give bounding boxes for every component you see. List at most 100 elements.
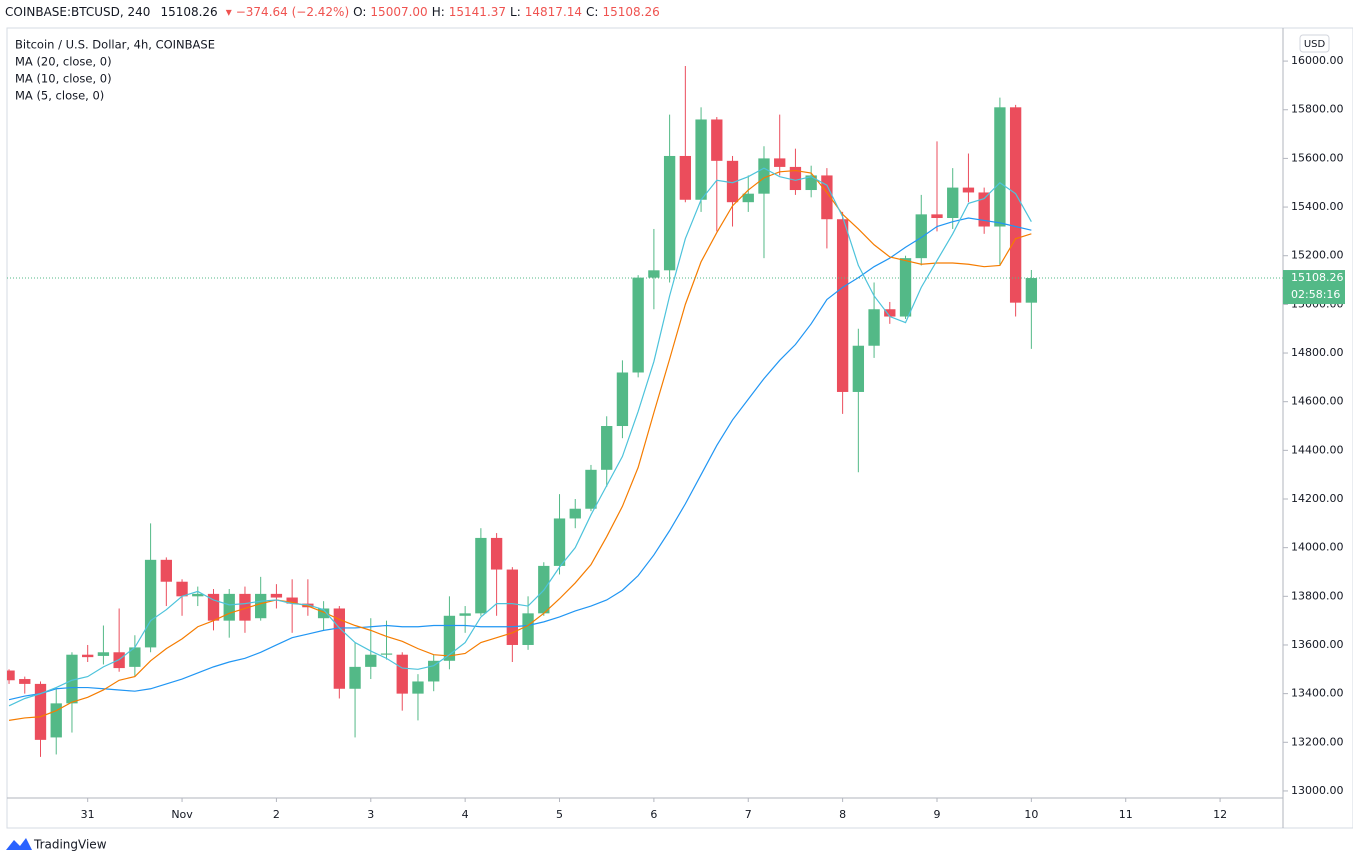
candle-body — [50, 703, 62, 738]
candle-body — [947, 187, 959, 219]
x-tick-label: 6 — [650, 808, 657, 821]
candle-body — [333, 608, 345, 689]
candle-body — [396, 654, 408, 694]
change: −374.64 (−2.42%) — [235, 5, 350, 19]
candle-body — [443, 615, 456, 661]
x-tick-label: 8 — [839, 808, 846, 821]
symbol[interactable]: COINBASE:BTCUSD, 240 — [5, 5, 151, 19]
brand[interactable]: TradingView — [33, 838, 107, 852]
y-tick-label: 15400.00 — [1291, 200, 1344, 213]
candle-body — [176, 581, 188, 597]
candle-body — [884, 309, 896, 317]
close-value: 15108.26 — [602, 5, 660, 19]
x-tick-label: 11 — [1119, 808, 1133, 821]
candle-body — [915, 214, 927, 259]
candle-body — [286, 597, 298, 604]
y-tick-label: 13000.00 — [1291, 784, 1344, 797]
candle-body — [490, 537, 503, 570]
open-label: O: — [353, 5, 367, 19]
ma-line — [8, 169, 1032, 721]
brand-icon[interactable] — [6, 838, 32, 850]
candle-body — [144, 559, 157, 648]
candle-body — [129, 647, 141, 667]
last-price: 15108.26 — [160, 5, 218, 19]
symbol-header: COINBASE:BTCUSD, 240 15108.26 ▾ −374.64 … — [5, 5, 660, 23]
candle-body — [365, 654, 377, 667]
candle-body — [758, 158, 770, 194]
candle-body — [349, 666, 361, 689]
candle-body — [506, 569, 518, 645]
candle-body — [66, 654, 78, 704]
x-tick-label: Nov — [171, 808, 193, 821]
low-value: 14817.14 — [524, 5, 583, 19]
y-tick-label: 16000.00 — [1291, 54, 1344, 67]
y-tick-label: 13200.00 — [1291, 735, 1344, 748]
candle-body — [19, 679, 31, 684]
y-tick-label: 13400.00 — [1291, 687, 1344, 700]
candle-body — [742, 193, 754, 203]
legend-entry: MA (10, close, 0) — [15, 72, 112, 86]
candle-body — [899, 258, 912, 317]
candle-body — [789, 166, 802, 191]
candle-body — [648, 270, 660, 278]
ma-line — [8, 167, 1032, 707]
chart-frame — [6, 27, 1353, 829]
candle-body — [805, 175, 817, 191]
y-tick-label: 13600.00 — [1291, 638, 1344, 651]
candle-body — [868, 309, 880, 346]
candle-body — [380, 653, 393, 655]
y-tick-label: 15200.00 — [1291, 249, 1344, 262]
currency-button[interactable] — [1299, 34, 1330, 53]
candle-body — [601, 426, 613, 470]
candle-body — [569, 508, 581, 519]
candle-body — [7, 670, 15, 681]
x-tick-label: 4 — [462, 808, 469, 821]
change-arrow: ▾ — [225, 5, 232, 19]
y-tick-label: 14400.00 — [1291, 443, 1344, 456]
candle-body — [459, 613, 471, 616]
last-price-box — [1283, 270, 1345, 305]
candle-body — [616, 372, 629, 427]
brand-logo[interactable]: TradingView — [6, 838, 107, 852]
candle-body — [679, 155, 692, 200]
x-tick-label: 10 — [1024, 808, 1038, 821]
candle-body — [223, 593, 235, 621]
open-value: 15007.00 — [370, 5, 428, 19]
x-tick-label: 12 — [1213, 808, 1227, 821]
candle-body — [726, 160, 739, 203]
candle-body — [711, 119, 723, 161]
candle-body — [1009, 107, 1022, 303]
candle-body — [931, 214, 943, 219]
candle-body — [270, 593, 283, 598]
candle-body — [553, 518, 566, 566]
chart-title: Bitcoin / U.S. Dollar, 4h, COINBASE — [15, 38, 215, 52]
y-tick-label: 14800.00 — [1291, 346, 1344, 359]
candle-body — [317, 608, 330, 619]
candle-body — [585, 469, 597, 509]
x-tick-label: 3 — [367, 808, 374, 821]
candle-body — [475, 537, 487, 614]
candle-body — [663, 155, 676, 271]
ma-line — [8, 217, 1032, 701]
candle-body — [192, 593, 204, 597]
plot-area — [7, 65, 1283, 757]
candle-body — [82, 654, 94, 658]
currency-label[interactable]: USD — [1304, 39, 1326, 50]
candle-body — [207, 593, 220, 621]
x-tick-label: 31 — [81, 808, 95, 821]
candle-body — [978, 192, 990, 227]
candle-body — [239, 593, 251, 621]
countdown: 02:58:16 — [1291, 288, 1340, 301]
candle-body — [412, 681, 424, 694]
last-price-label: 15108.26 — [1291, 271, 1344, 284]
candle-body — [994, 107, 1006, 227]
candle-body — [160, 559, 172, 582]
legend-entry: MA (20, close, 0) — [15, 55, 112, 69]
y-tick-label: 14600.00 — [1291, 395, 1344, 408]
candle-body — [695, 119, 707, 200]
candle-body — [97, 652, 110, 656]
y-tick-label: 14000.00 — [1291, 541, 1344, 554]
candle-body — [428, 660, 440, 682]
